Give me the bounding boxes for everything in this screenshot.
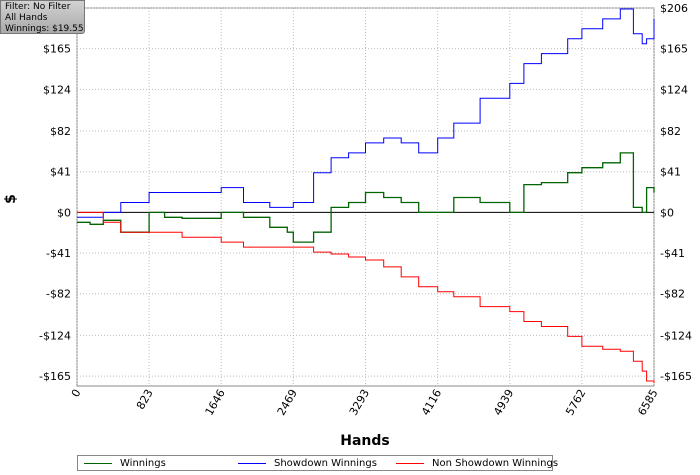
legend-label-winnings: Winnings	[120, 458, 166, 469]
series-lines	[77, 8, 655, 383]
y-tick-label-right: $124	[660, 83, 688, 96]
x-tick-label: 3293	[347, 387, 372, 418]
y-tick-label-left: $82	[50, 125, 71, 138]
y-axis-left: -$165-$124-$82-$41$0$41$82$124$165$206	[39, 2, 71, 383]
y-tick-label-right: $82	[660, 125, 681, 138]
y-tick-label-left: $165	[43, 43, 71, 56]
x-tick-label: 0	[69, 387, 84, 400]
y-tick-label-right: -$165	[660, 370, 692, 383]
x-axis-title: Hands	[340, 433, 390, 449]
x-tick-label: 1646	[203, 387, 228, 418]
winnings-label: Winnings: $19.55	[5, 24, 84, 34]
legend-label-showdown: Showdown Winnings	[274, 458, 377, 469]
filter-info-box: Filter: No Filter All Hands Winnings: $1…	[0, 0, 85, 34]
y-axis-title: $	[3, 194, 19, 204]
series-line-2	[77, 211, 655, 383]
y-tick-label-right: $0	[660, 206, 674, 219]
legend-swatch-non-showdown	[396, 463, 424, 464]
y-tick-label-left: -$124	[39, 329, 71, 342]
y-tick-label-left: $41	[50, 166, 71, 179]
series-line-0	[77, 152, 655, 243]
y-tick-label-left: -$82	[46, 288, 71, 301]
y-tick-label-right: -$124	[660, 329, 692, 342]
series-line-1	[77, 8, 655, 218]
legend-swatch-winnings	[84, 463, 112, 464]
x-tick-label: 823	[134, 387, 156, 412]
y-tick-label-left: -$165	[39, 370, 71, 383]
y-tick-label-right: $165	[660, 43, 688, 56]
x-tick-label: 4116	[419, 387, 444, 418]
y-tick-label-right: $41	[660, 166, 681, 179]
y-tick-label-right: -$41	[660, 247, 685, 260]
y-tick-label-left: $0	[57, 206, 71, 219]
x-tick-label: 4939	[491, 387, 516, 418]
x-tick-label: 2469	[275, 387, 300, 418]
y-tick-label-right: $206	[660, 2, 688, 15]
legend-label-non-showdown: Non Showdown Winnings	[432, 458, 559, 469]
y-tick-label-right: -$82	[660, 288, 685, 301]
legend: Winnings Showdown Winnings Non Showdown …	[77, 455, 558, 471]
x-tick-label: 6585	[635, 387, 660, 418]
filter-label: Filter: No Filter	[5, 2, 71, 12]
x-tick-label: 5762	[563, 387, 588, 418]
y-tick-label-left: $124	[43, 83, 71, 96]
x-axis: 0 823 1646 2469 3293 4116 4939 5762 6585	[69, 387, 661, 418]
y-tick-label-left: -$41	[46, 247, 71, 260]
hands-label: All Hands	[5, 13, 48, 23]
y-axis-right: -$165 -$124 -$82 -$41 $0 $41 $82 $124 $165 $206	[660, 2, 692, 383]
legend-swatch-showdown	[238, 463, 266, 464]
